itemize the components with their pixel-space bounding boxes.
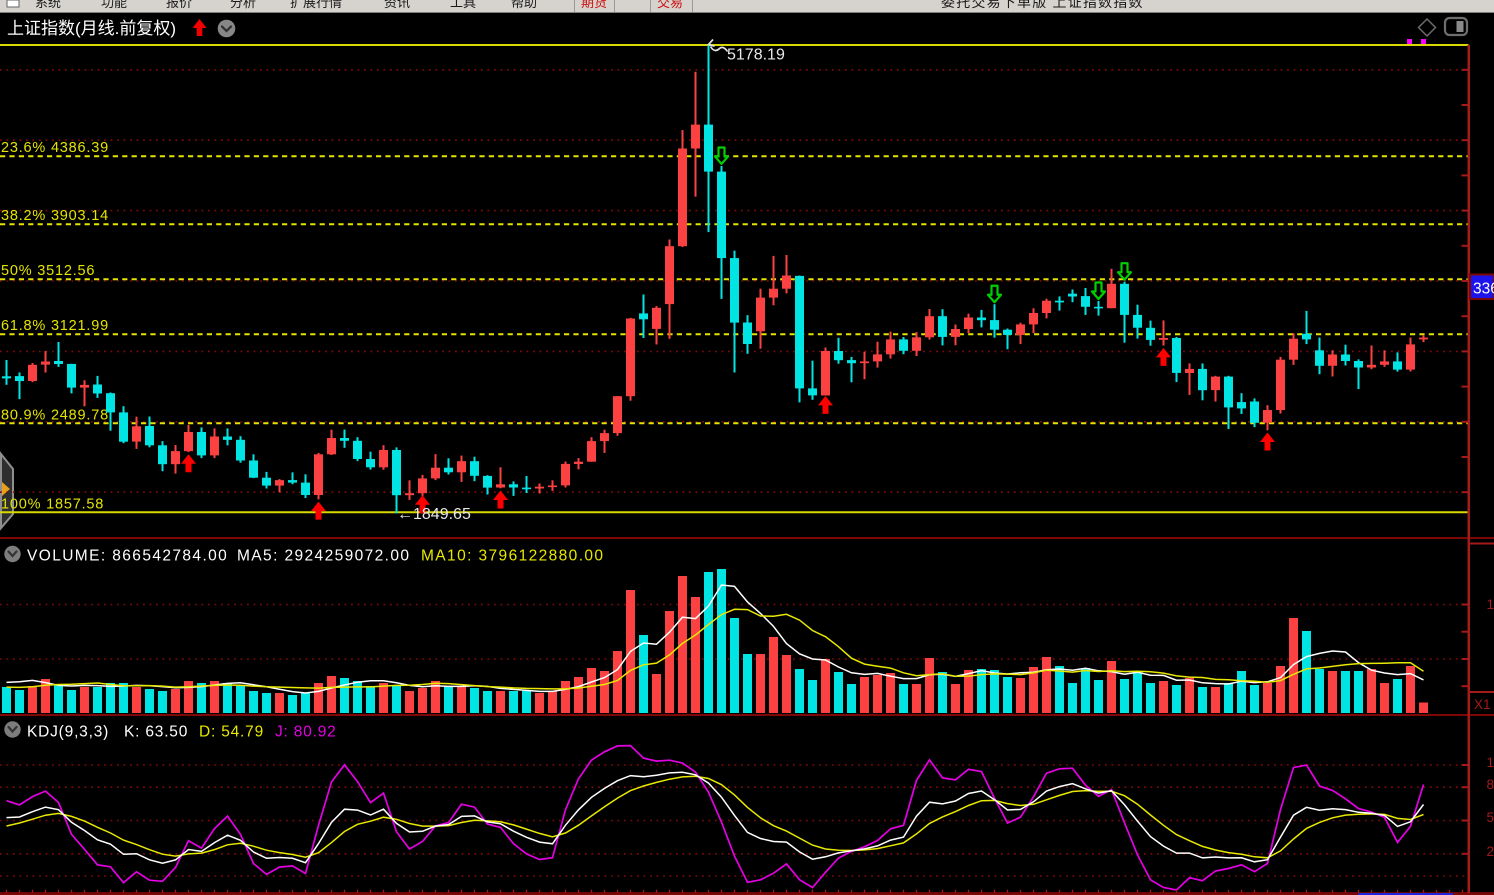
svg-text:15: 15 bbox=[1487, 597, 1494, 612]
svg-text:38.2% 3903.14: 38.2% 3903.14 bbox=[1, 208, 109, 224]
svg-text:分析: 分析 bbox=[230, 0, 256, 10]
svg-text:工具: 工具 bbox=[450, 0, 476, 10]
svg-text:61.8% 3121.99: 61.8% 3121.99 bbox=[1, 318, 109, 334]
svg-text:←1849.65: ←1849.65 bbox=[397, 506, 471, 523]
svg-text:KDJ(9,3,3)K: 63.50D: 54.79J: 8: KDJ(9,3,3) K: 63.50 D: 54.79 J: 80.92 bbox=[27, 724, 337, 741]
svg-text:报价: 报价 bbox=[166, 0, 192, 10]
svg-text:扩展行情: 扩展行情 bbox=[290, 0, 342, 10]
svg-text:5178.19: 5178.19 bbox=[727, 47, 785, 64]
svg-text:100: 100 bbox=[1487, 755, 1494, 770]
svg-text:80.9% 2489.78: 80.9% 2489.78 bbox=[1, 407, 109, 423]
svg-text:系统: 系统 bbox=[35, 0, 61, 10]
svg-text:资讯: 资讯 bbox=[384, 0, 410, 10]
svg-text:50: 50 bbox=[1487, 810, 1494, 825]
svg-text:上证指数(月线.前复权): 上证指数(月线.前复权) bbox=[7, 19, 176, 38]
svg-text:帮助: 帮助 bbox=[511, 0, 537, 10]
svg-text:功能: 功能 bbox=[101, 0, 127, 10]
svg-text:50% 3512.56: 50% 3512.56 bbox=[1, 263, 95, 279]
svg-text:20: 20 bbox=[1487, 844, 1494, 859]
svg-text:交易: 交易 bbox=[657, 0, 683, 10]
svg-text:X1: X1 bbox=[1474, 697, 1491, 712]
svg-text:3364: 3364 bbox=[1473, 281, 1494, 298]
svg-text:80: 80 bbox=[1487, 777, 1494, 792]
svg-text:期货: 期货 bbox=[581, 0, 607, 10]
svg-text:100% 1857.58: 100% 1857.58 bbox=[1, 496, 104, 512]
svg-text:委托交易下单版 上证指数指数: 委托交易下单版 上证指数指数 bbox=[941, 0, 1144, 10]
svg-text:23.6% 4386.39: 23.6% 4386.39 bbox=[1, 140, 109, 156]
